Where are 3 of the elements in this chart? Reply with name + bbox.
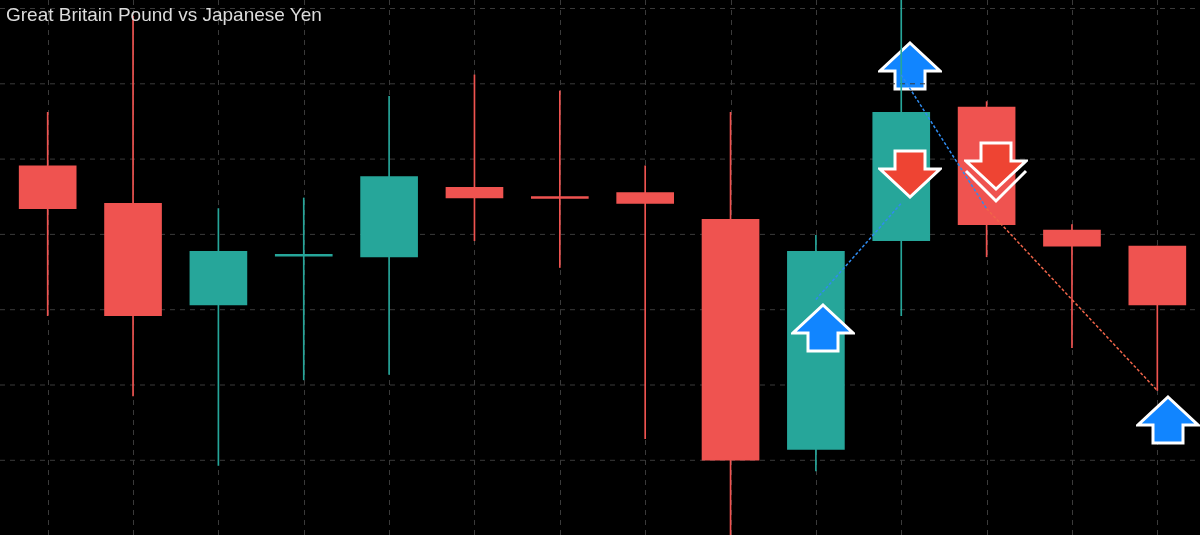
- chart-title: Great Britain Pound vs Japanese Yen: [6, 4, 322, 26]
- candlestick: [530, 90, 589, 268]
- candlestick: [1043, 224, 1101, 349]
